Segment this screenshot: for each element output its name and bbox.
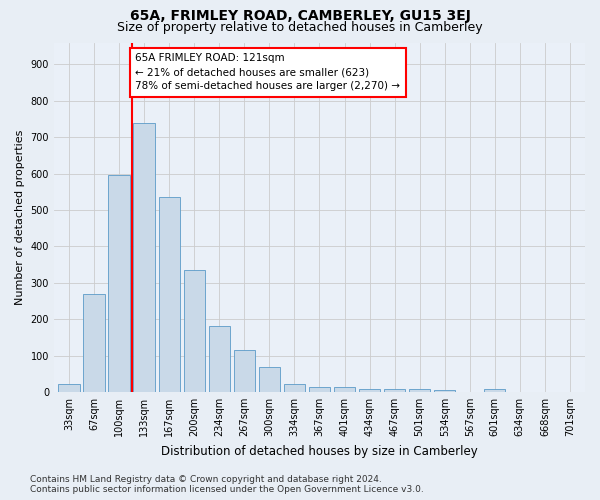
Bar <box>209 326 230 392</box>
Bar <box>409 388 430 392</box>
Bar <box>309 387 330 392</box>
Bar <box>133 122 155 392</box>
Bar <box>284 384 305 392</box>
Y-axis label: Number of detached properties: Number of detached properties <box>15 130 25 305</box>
Bar <box>58 384 80 392</box>
Bar <box>233 350 255 392</box>
Bar <box>158 197 180 392</box>
Bar <box>259 367 280 392</box>
Bar <box>109 176 130 392</box>
Bar <box>359 389 380 392</box>
X-axis label: Distribution of detached houses by size in Camberley: Distribution of detached houses by size … <box>161 444 478 458</box>
Bar <box>384 388 405 392</box>
Bar <box>484 389 505 392</box>
Bar <box>184 270 205 392</box>
Bar <box>434 390 455 392</box>
Text: 65A FRIMLEY ROAD: 121sqm
← 21% of detached houses are smaller (623)
78% of semi-: 65A FRIMLEY ROAD: 121sqm ← 21% of detach… <box>136 54 400 92</box>
Bar <box>334 387 355 392</box>
Text: Size of property relative to detached houses in Camberley: Size of property relative to detached ho… <box>117 21 483 34</box>
Text: Contains HM Land Registry data © Crown copyright and database right 2024.
Contai: Contains HM Land Registry data © Crown c… <box>30 474 424 494</box>
Text: 65A, FRIMLEY ROAD, CAMBERLEY, GU15 3EJ: 65A, FRIMLEY ROAD, CAMBERLEY, GU15 3EJ <box>130 9 470 23</box>
Bar <box>83 294 104 392</box>
